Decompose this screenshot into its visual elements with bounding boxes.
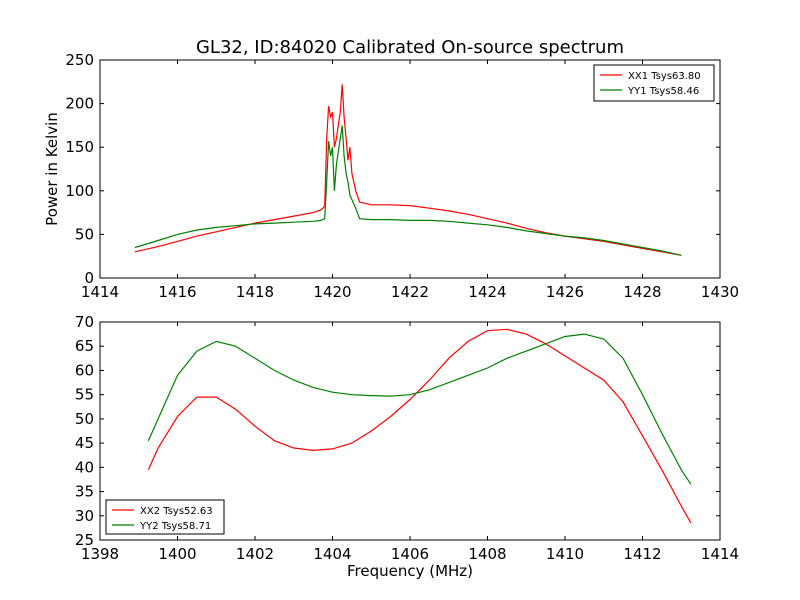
legend-label: XX2 Tsys52.63 bbox=[140, 506, 213, 517]
x-tick-label: 1400 bbox=[158, 545, 196, 563]
y-tick-label: 250 bbox=[65, 51, 94, 69]
y-tick-label: 60 bbox=[75, 361, 94, 379]
legend-label: YY2 Tsys58.71 bbox=[139, 521, 211, 532]
x-tick-label: 1426 bbox=[546, 283, 584, 301]
series-line-xx1 bbox=[134, 84, 682, 256]
x-tick-label: 1422 bbox=[391, 283, 429, 301]
y-tick-label: 65 bbox=[75, 337, 94, 355]
series-line-yy2 bbox=[147, 333, 692, 485]
x-tick-label: 1424 bbox=[468, 283, 506, 301]
x-tick-label: 1418 bbox=[236, 283, 274, 301]
series-line-yy1 bbox=[134, 125, 682, 256]
y-tick-label: 40 bbox=[75, 458, 94, 476]
x-tick-label: 1414 bbox=[81, 283, 119, 301]
x-tick-label: 1416 bbox=[158, 283, 196, 301]
bottom-spectrum-plot: 1398 1400 1402 1404 1406 1408 1410 1412 1414 25 30… bbox=[75, 313, 739, 580]
y-tick-label: 30 bbox=[75, 507, 94, 525]
y-tick-label: 70 bbox=[75, 313, 94, 331]
y-tick-label: 0 bbox=[84, 269, 94, 287]
x-tick-label: 1410 bbox=[546, 545, 584, 563]
y-tick-label: 45 bbox=[75, 434, 94, 452]
series-line-xx2 bbox=[147, 328, 692, 524]
x-tick-label: 1430 bbox=[701, 283, 739, 301]
y-tick-label: 50 bbox=[75, 410, 94, 428]
legend-box bbox=[105, 499, 225, 535]
x-tick-label: 1420 bbox=[313, 283, 351, 301]
x-tick-label: 1414 bbox=[701, 545, 739, 563]
figure-title: GL32, ID:84020 Calibrated On-source spec… bbox=[196, 37, 624, 58]
y-tick-label: 150 bbox=[65, 138, 94, 156]
y-tick-label: 100 bbox=[65, 182, 94, 200]
y-tick-label: 200 bbox=[65, 95, 94, 113]
y-tick-label: 50 bbox=[75, 225, 94, 243]
x-tick-label: 1398 bbox=[81, 545, 119, 563]
y-tick-label: 55 bbox=[75, 386, 94, 404]
x-tick-label: 1428 bbox=[623, 283, 661, 301]
legend: XX2 Tsys52.63 YY2 Tsys58.71 bbox=[105, 499, 225, 535]
x-tick-label: 1408 bbox=[468, 545, 506, 563]
legend-box bbox=[593, 64, 715, 102]
x-tick-label: 1402 bbox=[236, 545, 274, 563]
y-axis-label: Power in Kelvin bbox=[43, 112, 61, 226]
legend-label: XX1 Tsys63.80 bbox=[628, 71, 701, 82]
x-tick-label: 1404 bbox=[313, 545, 351, 563]
x-tick-label: 1406 bbox=[391, 545, 429, 563]
x-axis-label: Frequency (MHz) bbox=[347, 562, 473, 580]
y-tick-label: 35 bbox=[75, 483, 94, 501]
legend: XX1 Tsys63.80 YY1 Tsys58.46 bbox=[593, 64, 715, 102]
y-tick-label: 25 bbox=[75, 531, 94, 549]
top-spectrum-plot: 1414 1416 1418 1420 1422 1424 1426 1428 1430 0 50 1… bbox=[43, 51, 739, 301]
x-tick-label: 1412 bbox=[623, 545, 661, 563]
legend-label: YY1 Tsys58.46 bbox=[627, 86, 699, 97]
